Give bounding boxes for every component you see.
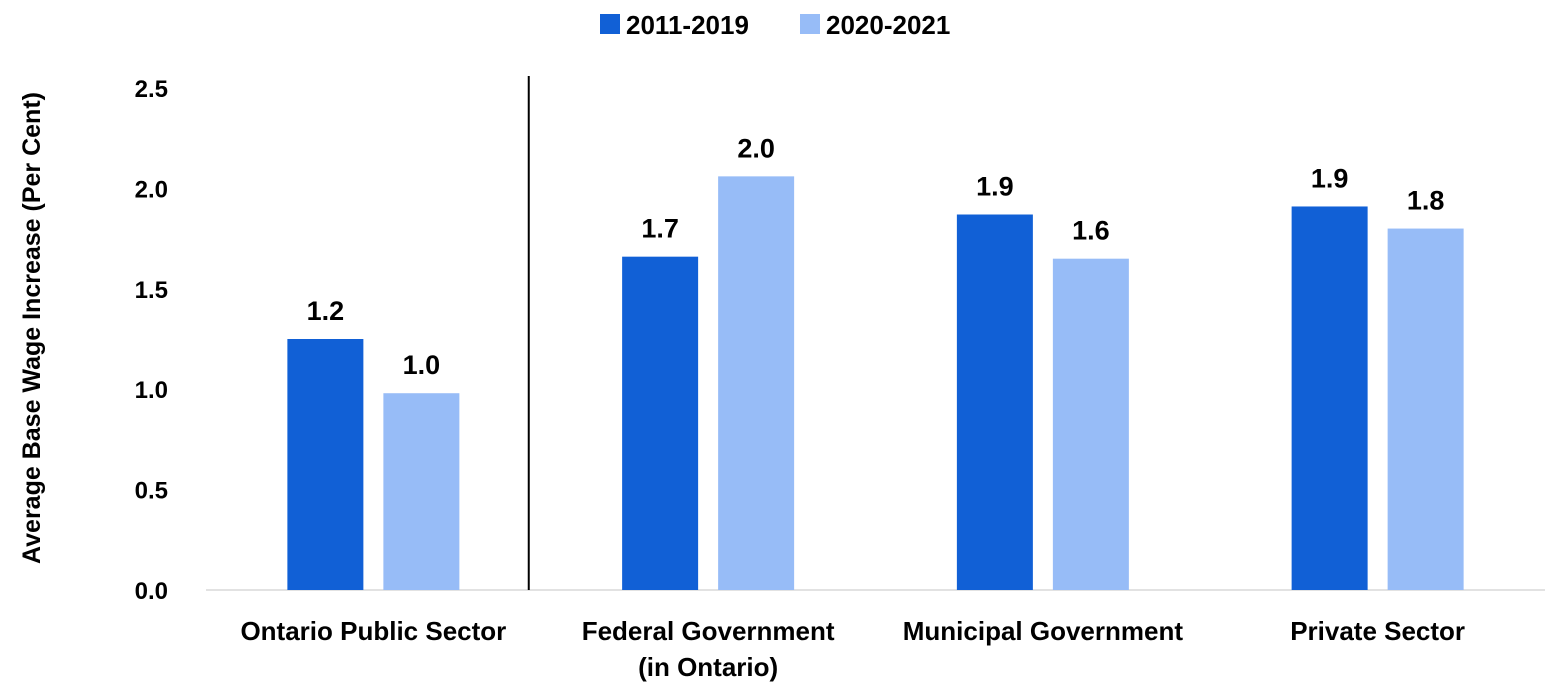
y-tick-label: 1.0 (135, 377, 168, 404)
y-axis-label: Average Base Wage Increase (Per Cent) (18, 92, 46, 564)
bar (718, 176, 795, 591)
data-label: 1.9 (1311, 163, 1349, 193)
category-label: Private Sector (1290, 616, 1465, 646)
data-label: 1.6 (1072, 216, 1110, 246)
y-tick-label: 1.5 (135, 277, 168, 304)
data-label: 1.9 (976, 172, 1014, 202)
bar (287, 339, 364, 590)
bar (1387, 228, 1464, 590)
y-tick-label: 2.5 (135, 76, 168, 103)
data-label: 1.2 (307, 296, 345, 326)
data-label: 2.0 (737, 133, 775, 163)
bar (1052, 258, 1129, 590)
bar (1291, 206, 1368, 591)
legend-swatch (800, 14, 820, 34)
category-label: Municipal Government (903, 616, 1184, 646)
y-tick-label: 0.0 (135, 578, 168, 605)
data-labels: 1.2 1.0 1.7 2.0 1.9 1.6 1.9 1.8 (307, 133, 1445, 380)
category-label: Federal Government (in Ontario) (582, 616, 835, 682)
legend-label: 2020-2021 (826, 10, 950, 40)
category-label: Ontario Public Sector (240, 616, 506, 646)
category-labels: Ontario Public Sector Federal Government(… (240, 616, 1465, 682)
y-tick-label: 2.0 (135, 176, 168, 203)
y-axis-ticks: 0.0 0.5 1.0 1.5 2.0 2.5 (135, 76, 168, 605)
y-tick-label: 0.5 (135, 478, 168, 505)
data-label: 1.7 (641, 214, 679, 244)
bar (956, 214, 1033, 590)
bars (287, 176, 1464, 591)
bar (383, 393, 460, 590)
legend: 2011-2019 2020-2021 (600, 10, 950, 40)
data-label: 1.0 (403, 350, 441, 380)
bar (622, 256, 699, 590)
data-label: 1.8 (1407, 186, 1445, 216)
legend-swatch (600, 14, 620, 34)
legend-label: 2011-2019 (626, 10, 749, 40)
